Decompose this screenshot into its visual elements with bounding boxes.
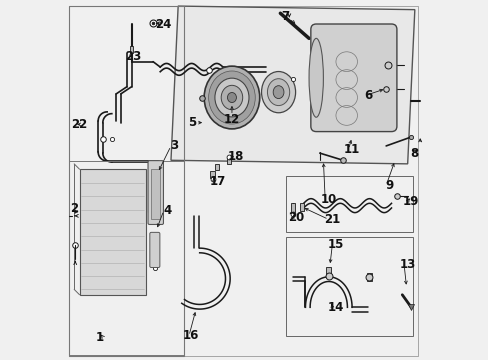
Ellipse shape <box>227 93 236 103</box>
Ellipse shape <box>203 66 259 129</box>
Text: 17: 17 <box>209 175 225 188</box>
Text: 8: 8 <box>410 147 418 159</box>
Text: 21: 21 <box>324 213 340 226</box>
Text: 10: 10 <box>320 193 336 206</box>
Text: 2: 2 <box>70 202 78 215</box>
Ellipse shape <box>273 86 284 99</box>
Text: 5: 5 <box>188 116 196 129</box>
Text: 12: 12 <box>224 113 240 126</box>
Polygon shape <box>171 6 414 164</box>
Bar <box>215 164 219 170</box>
Text: 16: 16 <box>182 329 199 342</box>
Text: 20: 20 <box>288 211 304 224</box>
Bar <box>300 203 303 211</box>
Text: 1: 1 <box>95 331 103 344</box>
Bar <box>285 237 412 336</box>
Polygon shape <box>80 169 145 295</box>
Text: 13: 13 <box>399 258 415 271</box>
Text: 4: 4 <box>163 204 171 217</box>
Ellipse shape <box>308 39 323 117</box>
Bar <box>151 169 160 220</box>
Text: 18: 18 <box>227 150 243 163</box>
FancyBboxPatch shape <box>149 232 160 267</box>
Bar <box>325 267 330 275</box>
Ellipse shape <box>261 72 295 113</box>
Text: 9: 9 <box>385 179 393 192</box>
Bar <box>227 158 230 164</box>
Text: 6: 6 <box>364 89 371 102</box>
Bar <box>69 161 184 355</box>
Ellipse shape <box>208 71 255 124</box>
Text: 15: 15 <box>327 238 344 251</box>
Text: 19: 19 <box>402 195 419 208</box>
Text: 22: 22 <box>71 118 87 131</box>
Text: 7: 7 <box>281 10 289 23</box>
Text: 3: 3 <box>170 139 178 152</box>
Bar <box>129 46 133 53</box>
Bar <box>69 6 183 356</box>
Ellipse shape <box>214 78 248 117</box>
Bar <box>210 171 215 178</box>
Bar <box>366 273 371 281</box>
Text: 24: 24 <box>155 18 172 31</box>
Text: 14: 14 <box>327 301 344 314</box>
FancyBboxPatch shape <box>310 24 396 132</box>
Ellipse shape <box>267 79 289 105</box>
FancyBboxPatch shape <box>148 161 163 225</box>
Ellipse shape <box>221 85 242 110</box>
Bar <box>290 203 295 212</box>
Bar <box>285 176 412 232</box>
Text: 11: 11 <box>343 143 360 156</box>
Text: 23: 23 <box>125 50 141 63</box>
